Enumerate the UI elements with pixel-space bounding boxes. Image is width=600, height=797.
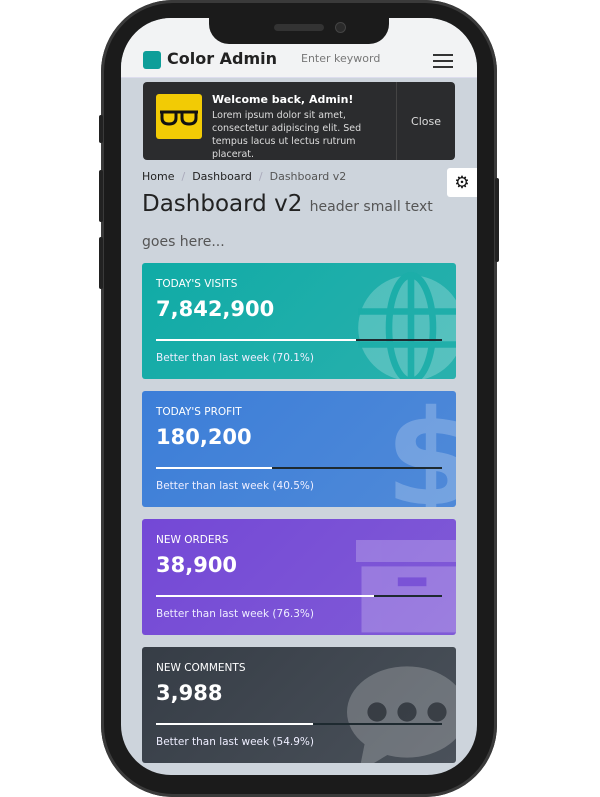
menu-toggle-icon[interactable] (433, 54, 453, 68)
speaker (274, 24, 324, 31)
welcome-toast: Welcome back, Admin! Lorem ipsum dolor s… (143, 82, 455, 160)
stat-progress-bar (156, 467, 442, 469)
stat-description: Better than last week (54.9%) (156, 736, 314, 748)
stat-description: Better than last week (76.3%) (156, 608, 314, 620)
stat-progress-fill (156, 595, 375, 597)
stat-card: $ TODAY'S PROFIT 180,200 Better than las… (142, 391, 456, 507)
stat-label: TODAY'S VISITS (156, 278, 238, 290)
toast-title: Welcome back, Admin! (212, 93, 354, 106)
stat-progress-bar (156, 595, 442, 597)
stat-card: NEW ORDERS 38,900 Better than last week … (142, 519, 456, 635)
page-title-text: Dashboard v2 (142, 191, 303, 217)
mute-switch (99, 115, 103, 143)
stat-value: 38,900 (156, 553, 238, 577)
stat-card: NEW COMMENTS 3,988 Better than last week… (142, 647, 456, 763)
stat-progress-fill (156, 339, 357, 341)
breadcrumb-current: Dashboard v2 (269, 170, 347, 183)
stat-description: Better than last week (40.5%) (156, 480, 314, 492)
stat-progress-bar (156, 339, 442, 341)
volume-down-button (99, 237, 103, 289)
logo-text[interactable]: Color Admin (167, 49, 278, 68)
camera (335, 22, 346, 33)
stat-description: Better than last week (70.1%) (156, 352, 314, 364)
breadcrumb: Home / Dashboard / Dashboard v2 (142, 170, 347, 183)
page-title: Dashboard v2 header small text goes here… (142, 188, 442, 258)
page-subtitle: header small text goes here... (142, 199, 433, 250)
notch (209, 18, 389, 44)
stat-card: TODAY'S VISITS 7,842,900 Better than las… (142, 263, 456, 379)
breadcrumb-dashboard[interactable]: Dashboard (192, 170, 252, 183)
stat-value: 7,842,900 (156, 297, 275, 321)
stat-label: NEW ORDERS (156, 534, 229, 546)
stat-progress-bar (156, 723, 442, 725)
breadcrumb-home[interactable]: Home (142, 170, 175, 183)
stat-value: 180,200 (156, 425, 252, 449)
glasses-icon (156, 94, 202, 139)
svg-text:$: $ (385, 396, 456, 507)
volume-up-button (99, 170, 103, 222)
toast-close-button[interactable]: Close (396, 82, 455, 160)
stat-progress-fill (156, 467, 272, 469)
toast-message: Lorem ipsum dolor sit amet, consectetur … (212, 110, 362, 160)
logo-icon (143, 51, 161, 69)
stat-label: NEW COMMENTS (156, 662, 246, 674)
power-button (495, 178, 499, 262)
search-input[interactable]: Enter keyword (301, 52, 381, 65)
stat-value: 3,988 (156, 681, 223, 705)
gear-icon[interactable]: ⚙ (447, 168, 477, 197)
stat-label: TODAY'S PROFIT (156, 406, 242, 418)
stat-progress-fill (156, 723, 313, 725)
screen: Color Admin Enter keyword Welcome back, … (121, 18, 477, 775)
